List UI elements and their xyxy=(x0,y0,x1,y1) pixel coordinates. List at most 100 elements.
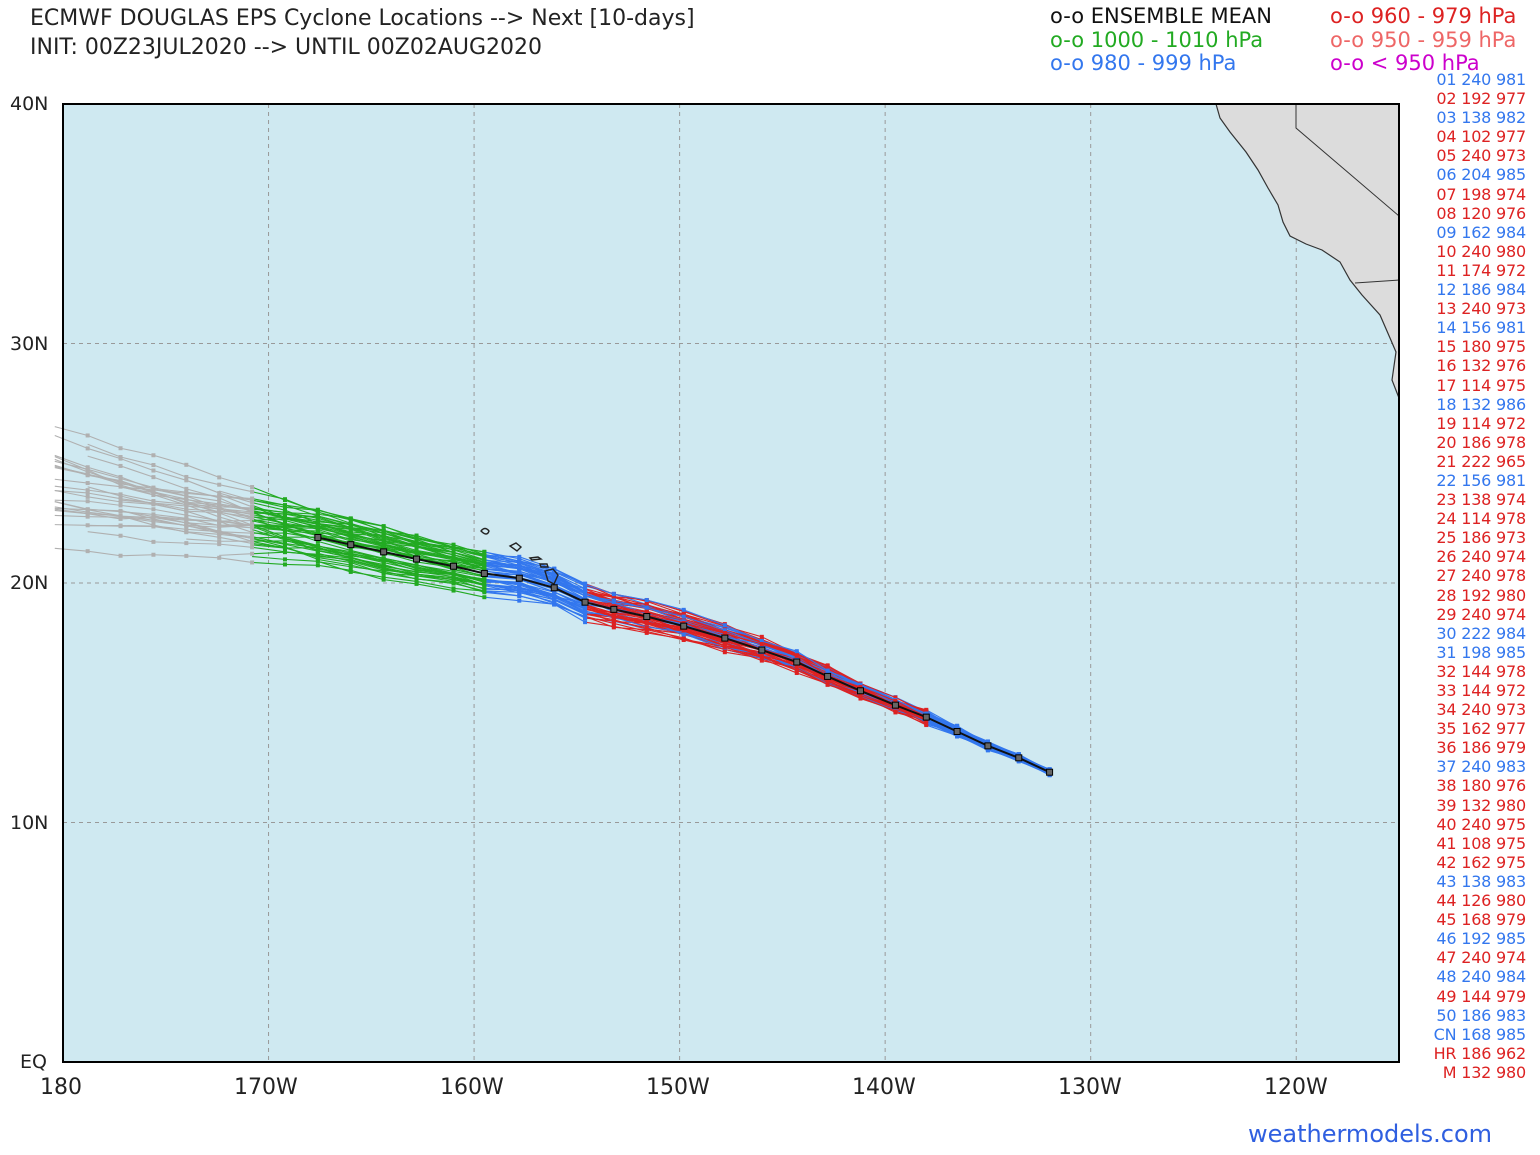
lat-label-10n: 10N xyxy=(10,812,49,834)
track-segment xyxy=(87,466,121,478)
track-segment xyxy=(519,574,555,587)
track-segment xyxy=(613,616,647,628)
track-point xyxy=(517,593,522,598)
track-point xyxy=(151,518,156,523)
track-segment xyxy=(251,536,286,545)
track-segment xyxy=(553,603,586,623)
mean-track-point xyxy=(643,613,651,621)
member-row: 43 138 983 xyxy=(1436,871,1526,891)
track-point xyxy=(381,577,386,582)
track-segment xyxy=(350,558,384,570)
legend-1000-1010: o-o 1000 - 1010 hPa xyxy=(1050,28,1264,52)
track-point xyxy=(794,653,799,658)
track-point xyxy=(825,682,830,687)
track-point xyxy=(794,668,799,673)
track-segment xyxy=(519,582,555,593)
track-point xyxy=(151,492,156,497)
track-segment xyxy=(186,518,220,522)
track-segment xyxy=(251,499,286,508)
member-row: 46 192 985 xyxy=(1436,929,1526,949)
track-segment xyxy=(453,546,485,553)
track-point xyxy=(85,507,90,512)
track-point xyxy=(924,721,929,726)
legend-980-999: o-o 980 - 999 hPa xyxy=(1050,51,1237,75)
track-point xyxy=(184,523,189,528)
track-segment xyxy=(827,665,861,684)
member-row: 07 198 974 xyxy=(1436,184,1526,204)
mean-track-segment xyxy=(761,649,798,663)
member-row: 30 222 984 xyxy=(1436,623,1526,643)
track-point xyxy=(381,556,386,561)
track-segment xyxy=(120,515,154,526)
track-segment xyxy=(761,640,797,652)
track-segment xyxy=(453,590,485,598)
mean-track-segment xyxy=(350,543,384,553)
track-segment xyxy=(683,616,726,631)
track-point xyxy=(381,544,386,549)
track-segment xyxy=(284,504,319,517)
track-segment xyxy=(350,533,384,537)
track-segment xyxy=(87,516,121,518)
track-segment xyxy=(87,468,121,480)
track-segment xyxy=(284,498,319,513)
track-segment xyxy=(724,636,762,645)
track-segment xyxy=(54,489,88,494)
track-segment xyxy=(284,522,318,529)
track-segment xyxy=(87,513,121,520)
track-point xyxy=(381,534,386,539)
member-row: 39 132 980 xyxy=(1436,795,1526,815)
track-point xyxy=(250,534,255,539)
member-row: 45 168 979 xyxy=(1436,910,1526,930)
track-segment xyxy=(87,496,121,503)
track-point xyxy=(118,493,123,498)
track-segment xyxy=(87,443,121,458)
track-point xyxy=(184,513,189,518)
track-point xyxy=(118,503,123,508)
track-point xyxy=(184,503,189,508)
track-segment xyxy=(186,498,220,509)
track-point xyxy=(118,480,123,485)
track-segment xyxy=(416,575,454,582)
track-point xyxy=(282,562,287,567)
track-point xyxy=(583,591,588,596)
member-row: 24 114 978 xyxy=(1436,509,1526,529)
track-point xyxy=(85,446,90,451)
mean-track-point xyxy=(922,713,930,721)
track-segment xyxy=(120,456,154,466)
track-point xyxy=(118,513,123,518)
mean-track-segment xyxy=(584,601,615,611)
member-row: 01 240 981 xyxy=(1436,70,1526,89)
track-segment xyxy=(120,535,154,543)
member-row: 50 186 983 xyxy=(1436,1005,1526,1025)
track-point xyxy=(250,500,255,505)
member-row: 25 186 973 xyxy=(1436,528,1526,548)
track-point xyxy=(681,614,686,619)
track-segment xyxy=(761,656,797,671)
track-segment xyxy=(252,542,286,548)
track-segment xyxy=(613,593,647,601)
track-segment xyxy=(186,531,220,535)
track-point xyxy=(552,594,557,599)
track-segment xyxy=(519,558,555,572)
track-point xyxy=(552,566,557,571)
track-point xyxy=(482,553,487,558)
track-segment xyxy=(54,509,88,515)
track-segment xyxy=(284,546,319,559)
track-segment xyxy=(383,535,417,548)
track-point xyxy=(217,482,222,487)
track-point xyxy=(381,569,386,574)
track-point xyxy=(85,494,90,499)
track-point xyxy=(414,576,419,581)
track-segment xyxy=(284,558,318,562)
track-segment xyxy=(683,630,726,646)
track-segment xyxy=(584,595,614,604)
track-point xyxy=(348,569,353,574)
track-segment xyxy=(284,516,318,525)
track-point xyxy=(681,632,686,637)
track-segment xyxy=(484,565,520,569)
track-point xyxy=(583,620,588,625)
mean-track-segment xyxy=(453,565,485,575)
track-segment xyxy=(87,492,121,500)
track-segment xyxy=(553,568,586,585)
track-point xyxy=(583,582,588,587)
